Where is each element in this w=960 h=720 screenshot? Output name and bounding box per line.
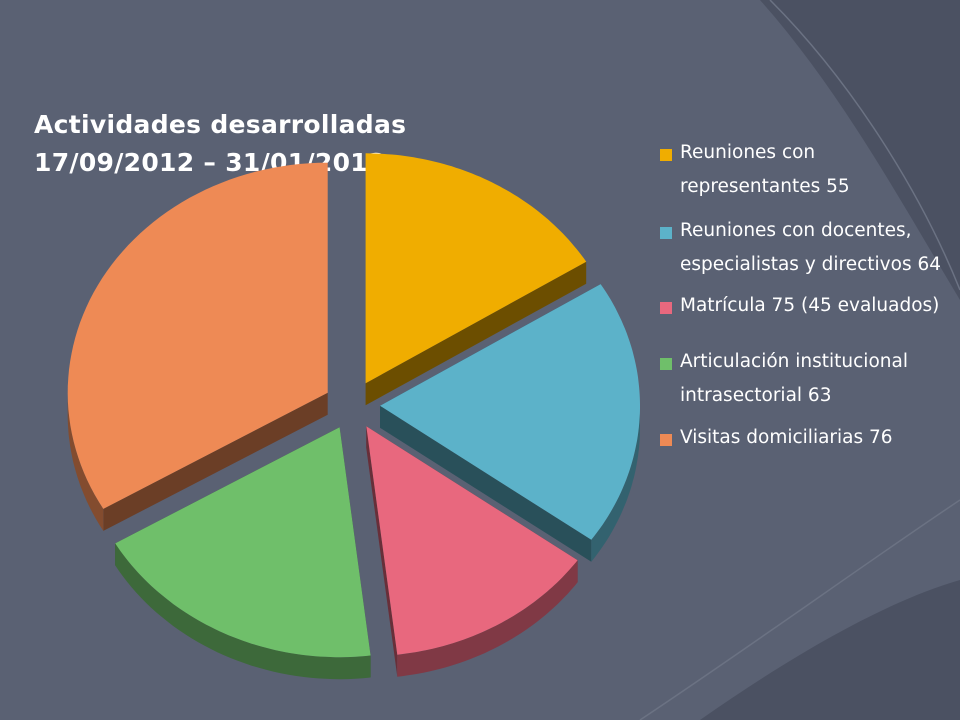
legend-item: Reuniones con docentes, especialistas y …: [660, 214, 952, 282]
legend-label: Visitas domiciliarias 76: [680, 427, 893, 448]
chart-title-line-1: Actividades desarrolladas: [34, 110, 407, 139]
pie-slice-2: [380, 284, 640, 562]
pie-slice-side-wall: [103, 392, 328, 531]
legend-label: Articulación institucional intrasectoria…: [680, 351, 908, 406]
pie-slice-top: [366, 426, 578, 655]
legend-item: Visitas domiciliarias 76: [660, 421, 952, 455]
legend-swatch: [660, 358, 672, 370]
legend-label: Reuniones con docentes, especialistas y …: [680, 220, 942, 275]
pie-slice-outer-wall: [67, 392, 104, 531]
background-curve-line: [769, 0, 960, 291]
pie-slice-1: [365, 153, 587, 406]
legend-swatch: [660, 227, 672, 239]
legend-item: Articulación institucional intrasectoria…: [660, 345, 952, 413]
background-curve-shape: [700, 580, 960, 720]
pie-slice-side-wall: [366, 426, 398, 677]
pie-slice-side-wall: [365, 261, 587, 406]
chart-legend: Reuniones con representantes 55 Reunione…: [660, 136, 952, 455]
legend-item: Reuniones con representantes 55: [660, 136, 952, 204]
chart-title: Actividades desarrolladas 17/09/2012 – 3…: [34, 106, 406, 182]
legend-item: Matrícula 75 (45 evaluados): [660, 289, 952, 323]
legend-swatch: [660, 302, 672, 314]
legend-swatch: [660, 434, 672, 446]
pie-slice-top: [115, 427, 371, 658]
legend-swatch: [660, 149, 672, 161]
pie-slice-side-wall: [380, 405, 592, 562]
legend-label: Reuniones con representantes 55: [680, 142, 850, 197]
pie-slice-3: [366, 426, 578, 677]
pie-slice-4: [115, 427, 371, 680]
pie-slice-top: [67, 162, 328, 509]
pie-slice-5: [67, 162, 328, 531]
pie-slice-top: [365, 153, 587, 384]
pie-slice-outer-wall: [591, 405, 640, 562]
background-curve-line: [639, 499, 960, 720]
legend-label: Matrícula 75 (45 evaluados): [680, 295, 940, 316]
pie-slice-outer-wall: [397, 560, 578, 677]
pie-slice-outer-wall: [115, 543, 371, 680]
pie-slice-top: [380, 284, 640, 540]
background-curve-shape: [760, 0, 960, 300]
